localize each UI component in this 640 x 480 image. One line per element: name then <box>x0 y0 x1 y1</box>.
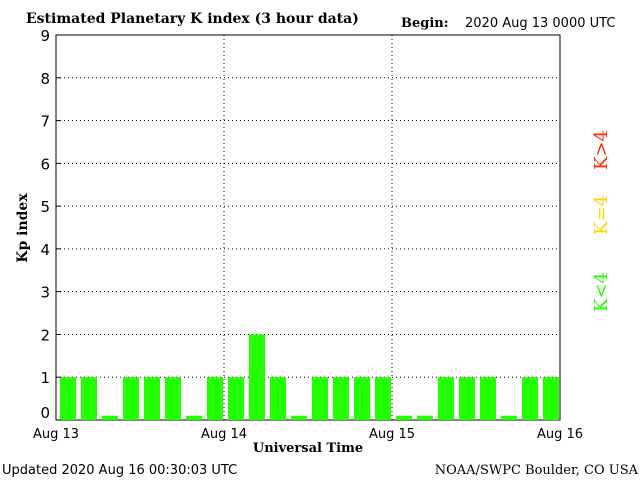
chart-title: Estimated Planetary K index (3 hour data… <box>26 11 359 27</box>
kp-bar <box>165 377 181 420</box>
x-tick-label: Aug 16 <box>537 427 583 442</box>
x-ticks: Aug 13 Aug 14 Aug 15 Aug 16 <box>33 427 583 442</box>
y-tick-label: 7 <box>40 113 50 131</box>
kp-bar <box>522 377 538 420</box>
kp-bar <box>207 377 223 420</box>
y-tick-label: 3 <box>40 284 50 302</box>
legend-k-less-4: K<4 <box>591 272 612 312</box>
legend-k-equal-4: K=4 <box>591 195 612 235</box>
kp-bar <box>291 415 307 420</box>
kp-bar <box>249 334 265 420</box>
kp-bar <box>438 377 454 420</box>
kp-bar <box>333 377 349 420</box>
kp-bar <box>60 377 76 420</box>
kp-bar <box>144 377 160 420</box>
y-tick-label: 2 <box>40 326 50 344</box>
x-tick-label: Aug 14 <box>201 427 247 442</box>
plot-frame <box>55 34 561 421</box>
x-axis-label: Universal Time <box>253 441 363 456</box>
begin-label: Begin: <box>401 16 449 31</box>
kp-bar <box>270 377 286 420</box>
y-tick-label: 6 <box>40 155 50 173</box>
kp-bar <box>102 415 118 420</box>
kp-bar <box>81 377 97 420</box>
kp-bar <box>123 377 139 420</box>
y-tick-label: 1 <box>40 369 50 387</box>
kp-bar <box>186 415 202 420</box>
kp-bar <box>396 415 412 420</box>
kp-bar <box>375 377 391 420</box>
x-tick-label: Aug 15 <box>369 427 415 442</box>
kp-bar <box>501 415 517 420</box>
bars <box>60 334 559 420</box>
updated-timestamp: Updated 2020 Aug 16 00:30:03 UTC <box>2 463 237 478</box>
kp-bar <box>312 377 328 420</box>
y-ticks: 0 1 2 3 4 5 6 7 8 9 <box>40 27 61 422</box>
y-tick-label: 5 <box>40 198 50 216</box>
legend-k-greater-4: K>4 <box>591 130 612 170</box>
kp-bar <box>480 377 496 420</box>
y-axis-label: Kp index <box>15 193 31 263</box>
grid-lines <box>56 35 560 420</box>
kp-bar <box>417 415 433 420</box>
y-tick-label: 0 <box>40 404 50 422</box>
y-tick-label: 9 <box>40 27 50 45</box>
x-tick-label: Aug 13 <box>33 427 79 442</box>
source-credit: NOAA/SWPC Boulder, CO USA <box>435 463 639 478</box>
kp-bar <box>543 377 559 420</box>
kp-bar <box>459 377 475 420</box>
kp-bar <box>228 377 244 420</box>
y-tick-label: 4 <box>40 241 50 259</box>
begin-value: 2020 Aug 13 0000 UTC <box>465 16 615 31</box>
kp-bar <box>354 377 370 420</box>
y-tick-label: 8 <box>40 70 50 88</box>
